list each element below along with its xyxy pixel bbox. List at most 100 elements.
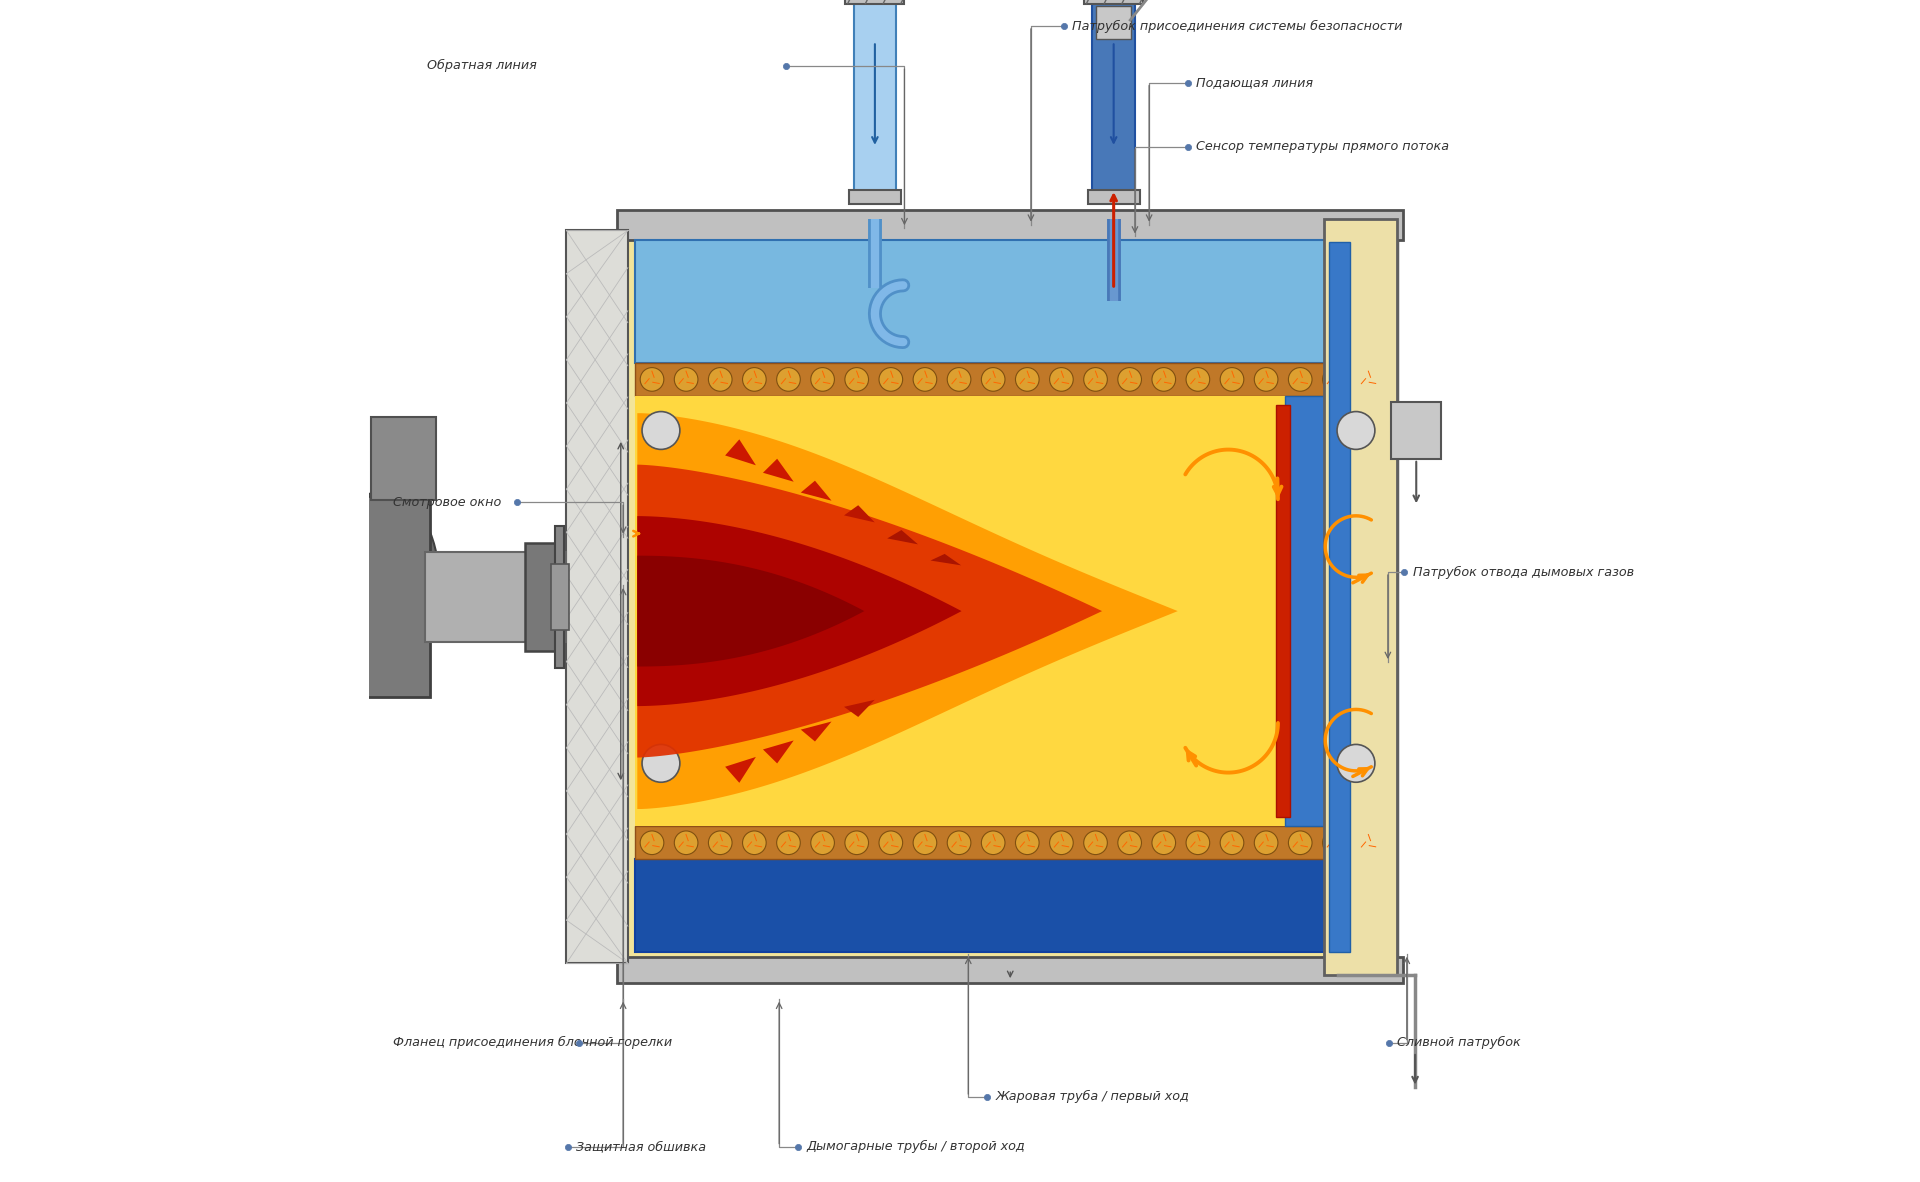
Ellipse shape bbox=[326, 492, 440, 674]
Circle shape bbox=[641, 411, 680, 449]
Polygon shape bbox=[637, 414, 1177, 808]
Circle shape bbox=[879, 831, 902, 855]
Circle shape bbox=[1357, 368, 1380, 391]
Circle shape bbox=[947, 831, 972, 855]
Circle shape bbox=[810, 368, 835, 391]
Text: Патрубок отвода дымовых газов: Патрубок отвода дымовых газов bbox=[1413, 565, 1634, 579]
Bar bbox=[424, 552, 566, 642]
Bar bbox=[1085, 0, 1142, 4]
Text: Сливной патрубок: Сливной патрубок bbox=[1398, 1035, 1521, 1050]
Bar bbox=[551, 564, 568, 630]
Circle shape bbox=[708, 831, 732, 855]
Text: Патрубок присоединения системы безопасности: Патрубок присоединения системы безопасно… bbox=[1071, 19, 1404, 33]
Circle shape bbox=[639, 831, 664, 855]
Bar bbox=[636, 240, 1386, 363]
Circle shape bbox=[743, 831, 766, 855]
Text: Дымогарные трубы / второй ход: Дымогарные трубы / второй ход bbox=[806, 1139, 1025, 1154]
Bar bbox=[1096, 6, 1131, 39]
Circle shape bbox=[1083, 368, 1108, 391]
Circle shape bbox=[778, 368, 801, 391]
Circle shape bbox=[1288, 368, 1311, 391]
Polygon shape bbox=[762, 740, 793, 764]
Bar bbox=[1092, 0, 1135, 201]
Circle shape bbox=[1187, 831, 1210, 855]
Polygon shape bbox=[637, 517, 962, 706]
Bar bbox=[1275, 405, 1290, 817]
Circle shape bbox=[1357, 831, 1380, 855]
Polygon shape bbox=[801, 721, 831, 741]
Circle shape bbox=[1323, 831, 1346, 855]
Polygon shape bbox=[845, 700, 876, 717]
Circle shape bbox=[1254, 368, 1279, 391]
Circle shape bbox=[845, 368, 868, 391]
Circle shape bbox=[708, 368, 732, 391]
Bar bbox=[636, 826, 1386, 859]
Circle shape bbox=[947, 368, 972, 391]
Polygon shape bbox=[845, 505, 876, 522]
Circle shape bbox=[743, 368, 766, 391]
Bar bbox=[1087, 190, 1140, 204]
Circle shape bbox=[1117, 368, 1142, 391]
Text: Защитная обшивка: Защитная обшивка bbox=[576, 1141, 707, 1152]
Bar bbox=[616, 957, 1404, 983]
Bar bbox=[1325, 219, 1398, 975]
Circle shape bbox=[845, 831, 868, 855]
Circle shape bbox=[1187, 368, 1210, 391]
Circle shape bbox=[1336, 411, 1375, 449]
Polygon shape bbox=[637, 465, 1102, 758]
Polygon shape bbox=[801, 481, 831, 501]
Circle shape bbox=[1288, 831, 1311, 855]
Bar bbox=[854, 0, 897, 201]
Circle shape bbox=[674, 368, 699, 391]
Circle shape bbox=[981, 368, 1004, 391]
Circle shape bbox=[778, 831, 801, 855]
Bar bbox=[845, 0, 904, 4]
Bar bbox=[636, 859, 1386, 952]
Bar bbox=[624, 219, 1398, 975]
Bar bbox=[1284, 396, 1380, 826]
Text: Сенсор температуры прямого потока: Сенсор температуры прямого потока bbox=[1196, 141, 1450, 152]
Circle shape bbox=[641, 745, 680, 782]
Polygon shape bbox=[762, 459, 793, 482]
Polygon shape bbox=[931, 554, 962, 565]
Circle shape bbox=[1050, 831, 1073, 855]
Circle shape bbox=[674, 831, 699, 855]
Bar bbox=[636, 396, 1386, 826]
Bar bbox=[566, 230, 628, 963]
Bar bbox=[1329, 242, 1350, 952]
Bar bbox=[636, 363, 1386, 396]
Circle shape bbox=[1323, 368, 1346, 391]
Text: Жаровая труба / первый ход: Жаровая труба / первый ход bbox=[995, 1090, 1188, 1104]
Circle shape bbox=[1221, 831, 1244, 855]
Polygon shape bbox=[726, 756, 756, 782]
Circle shape bbox=[981, 831, 1004, 855]
Circle shape bbox=[1152, 831, 1175, 855]
Polygon shape bbox=[637, 556, 864, 667]
Circle shape bbox=[1221, 368, 1244, 391]
Bar bbox=[555, 526, 564, 668]
Bar bbox=[371, 417, 436, 500]
Polygon shape bbox=[726, 440, 756, 466]
Text: Смотровое окно: Смотровое окно bbox=[392, 496, 501, 508]
Bar bbox=[849, 190, 900, 204]
Circle shape bbox=[1117, 831, 1142, 855]
Circle shape bbox=[1016, 368, 1039, 391]
Circle shape bbox=[1083, 831, 1108, 855]
Circle shape bbox=[1050, 368, 1073, 391]
Text: Обратная линия: Обратная линия bbox=[426, 58, 538, 72]
Polygon shape bbox=[887, 530, 918, 545]
Bar bbox=[616, 210, 1404, 240]
Text: Подающая линия: Подающая линия bbox=[1196, 77, 1313, 89]
Circle shape bbox=[1016, 831, 1039, 855]
Circle shape bbox=[879, 368, 902, 391]
Circle shape bbox=[639, 368, 664, 391]
Bar bbox=[1392, 402, 1442, 459]
Circle shape bbox=[914, 368, 937, 391]
Circle shape bbox=[1336, 745, 1375, 782]
Circle shape bbox=[1254, 831, 1279, 855]
Circle shape bbox=[1152, 368, 1175, 391]
Text: Фланец присоединения блочной горелки: Фланец присоединения блочной горелки bbox=[392, 1035, 672, 1050]
Circle shape bbox=[914, 831, 937, 855]
Bar bbox=[342, 496, 430, 697]
Bar bbox=[524, 543, 561, 651]
